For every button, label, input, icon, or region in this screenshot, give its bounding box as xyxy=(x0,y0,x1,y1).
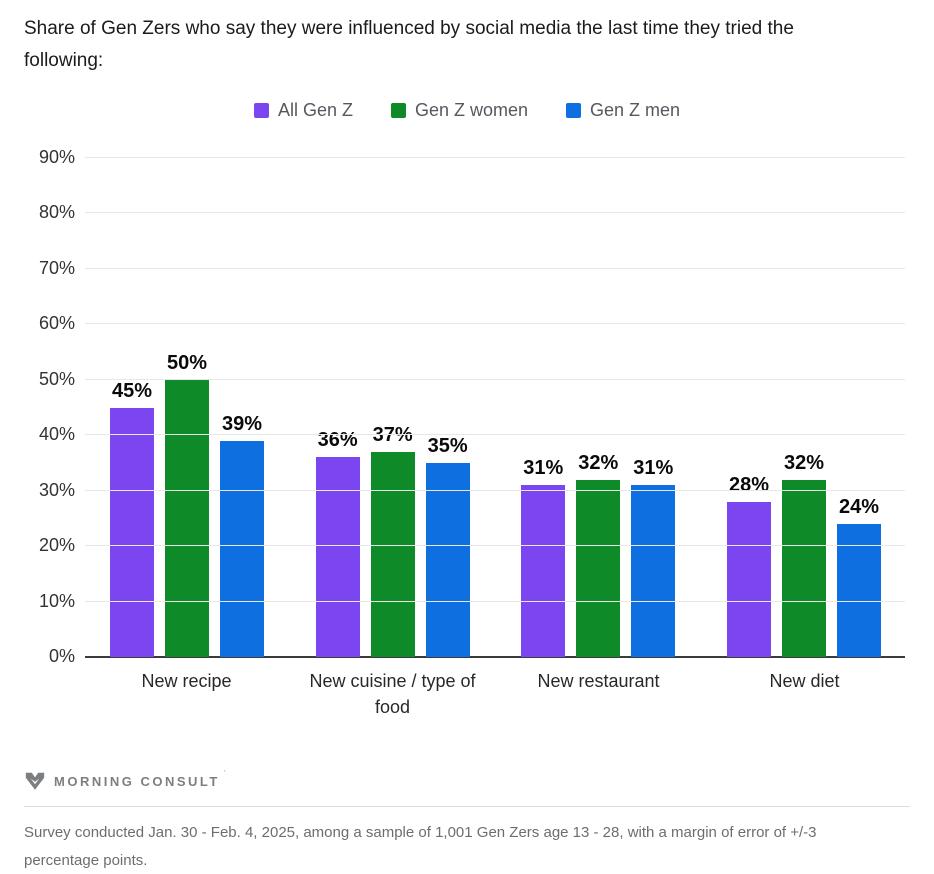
bar-value-label: 45% xyxy=(111,379,153,402)
bar-column: 32% xyxy=(781,451,826,657)
brand-name: MORNING CONSULT xyxy=(54,773,220,789)
gridline xyxy=(85,489,905,491)
bar xyxy=(220,440,264,657)
gridline xyxy=(85,323,905,325)
y-tick-label: 90% xyxy=(38,147,75,167)
y-tick-label: 10% xyxy=(38,590,75,611)
y-tick-label: 30% xyxy=(38,479,75,500)
legend-swatch-icon xyxy=(253,102,269,118)
x-category-label: New diet xyxy=(769,671,840,691)
gridline xyxy=(85,545,905,547)
bar-group: 36% 37% 35% xyxy=(315,425,470,657)
y-tick-label: 70% xyxy=(38,257,75,278)
bar-value-label: 31% xyxy=(523,457,564,480)
bar-value-label: 39% xyxy=(221,412,263,435)
bar xyxy=(425,462,470,657)
legend-item-1: Gen Z women xyxy=(390,99,529,121)
bar-chart: 45% 50% 39% 36% 37% 35% 31% 32% 31% 28% 32% 24% 0% 1… xyxy=(0,148,934,730)
morning-consult-m-icon xyxy=(25,772,45,790)
bar-column: 50% xyxy=(165,353,209,657)
legend-label: All Gen Z xyxy=(277,99,353,120)
bar-column: 39% xyxy=(220,414,264,657)
bar xyxy=(521,485,566,657)
bar-column: 37% xyxy=(370,425,415,657)
divider xyxy=(24,806,910,807)
legend-swatch-icon xyxy=(390,102,406,118)
x-axis-line xyxy=(85,656,905,658)
bar xyxy=(165,379,209,657)
legend: All Gen Z Gen Z women Gen Z men xyxy=(0,99,934,121)
y-tick-label: 60% xyxy=(38,313,75,334)
footer: MORNING CONSULT ’ Survey conducted Jan. … xyxy=(24,770,910,874)
bar-value-label: 35% xyxy=(427,434,468,457)
gridline xyxy=(85,600,905,602)
legend-item-0: All Gen Z xyxy=(253,99,353,121)
bar-column: 32% xyxy=(576,451,621,657)
x-category-label: New cuisine / type of food xyxy=(309,671,476,717)
bar-value-label: 32% xyxy=(783,451,824,474)
bar xyxy=(370,451,415,657)
chart-title: Share of Gen Zers who say they were infl… xyxy=(24,18,794,71)
survey-note: Survey conducted Jan. 30 - Feb. 4, 2025,… xyxy=(24,824,817,869)
bar-value-label: 36% xyxy=(317,429,358,452)
bar xyxy=(110,407,154,657)
bar-column: 36% xyxy=(315,429,360,657)
bar xyxy=(836,523,881,657)
bar-group: 31% 32% 31% xyxy=(521,451,676,657)
brand-logo: MORNING CONSULT ’ xyxy=(24,770,910,792)
legend-label: Gen Z men xyxy=(590,99,681,120)
x-axis-labels: New recipe New cuisine / type of food New … xyxy=(85,668,905,730)
y-tick-label: 0% xyxy=(48,646,75,666)
bar-value-label: 32% xyxy=(578,451,619,474)
legend-label: Gen Z women xyxy=(414,99,529,120)
bar-column: 31% xyxy=(631,457,676,657)
gridline xyxy=(85,157,905,158)
bar xyxy=(576,479,621,657)
bar xyxy=(781,479,826,657)
legend-item-2: Gen Z men xyxy=(566,100,680,121)
gridline xyxy=(85,267,905,269)
legend-swatch-icon xyxy=(566,102,582,118)
bar-column: 35% xyxy=(425,434,470,657)
y-tick-label: 20% xyxy=(38,535,75,556)
y-tick-label: 50% xyxy=(38,368,75,389)
bar-value-label: 24% xyxy=(838,495,879,518)
x-category-label: New restaurant xyxy=(537,671,660,691)
gridline xyxy=(85,212,905,214)
bar-value-label: 31% xyxy=(633,457,674,480)
x-category-label: New recipe xyxy=(141,671,232,691)
gridline xyxy=(85,434,905,436)
bar-column: 31% xyxy=(521,457,566,657)
trademark-mark: ’ xyxy=(223,769,226,778)
y-tick-label: 80% xyxy=(38,202,75,223)
bar-group: 45% 50% 39% xyxy=(110,353,264,657)
bar-group: 28% 32% 24% xyxy=(726,451,881,657)
bar xyxy=(315,457,360,657)
bar-value-label: 50% xyxy=(166,351,208,374)
bar-column: 28% xyxy=(726,473,771,657)
bar-groups: 45% 50% 39% 36% 37% 35% 31% 32% 31% 28% 32% 24% xyxy=(85,158,905,657)
y-tick-label: 40% xyxy=(38,424,75,445)
plot-area: 45% 50% 39% 36% 37% 35% 31% 32% 31% 28% 32% 24% 0% 1… xyxy=(39,148,905,665)
bar xyxy=(631,485,676,657)
bar-column: 24% xyxy=(836,495,881,657)
bar xyxy=(726,501,771,657)
bar-column: 45% xyxy=(110,379,154,657)
bar-value-label: 28% xyxy=(728,473,769,496)
gridline xyxy=(85,378,905,380)
